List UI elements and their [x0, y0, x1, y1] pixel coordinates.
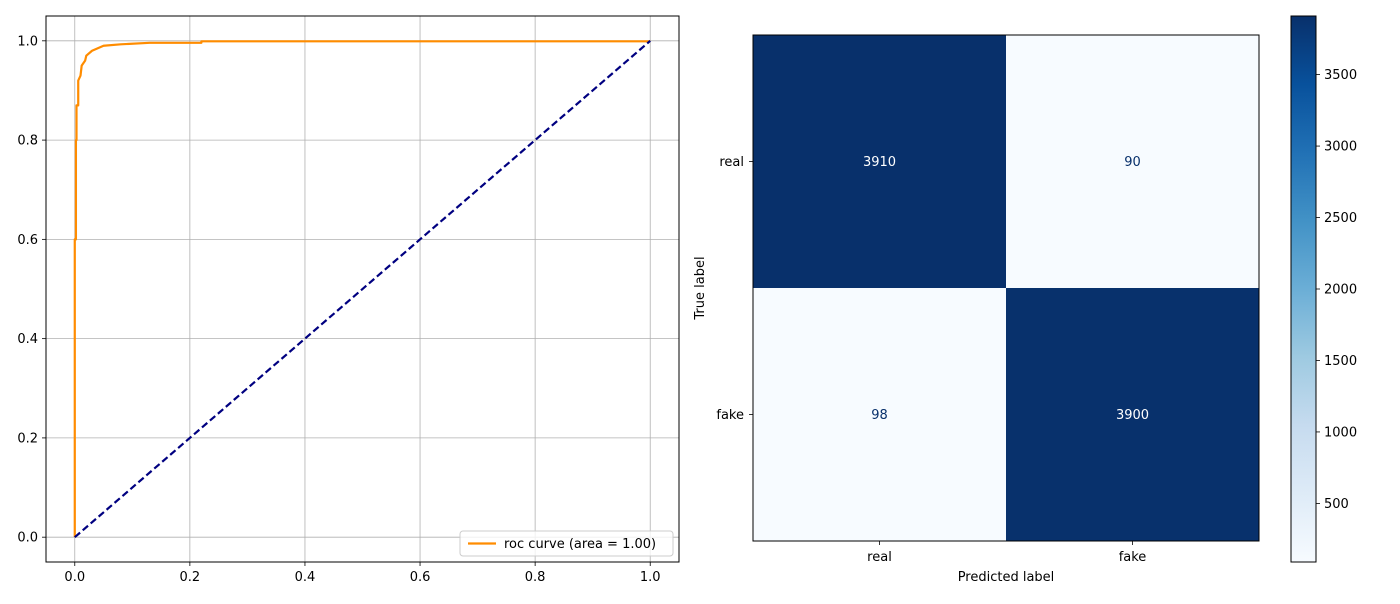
colorbar-tick-label: 2000 [1324, 283, 1357, 298]
roc-legend-box [459, 530, 674, 557]
colorbar-tick-label: 1000 [1324, 425, 1357, 440]
confusion-matrix-y-axis: real fake [716, 155, 753, 423]
confusion-matrix-cell-value: 3910 [863, 155, 896, 170]
roc-x-tick-label: 0.2 [180, 570, 201, 585]
confusion-matrix-cell [1006, 288, 1259, 541]
roc-chart: 0.0 0.2 0.4 0.6 0.8 1.0 0.0 0.2 0.4 0.6 0.8 1.0 ro… [17, 15, 680, 585]
confusion-matrix-cell-value: 90 [1124, 155, 1141, 170]
confusion-matrix-x-tick-label: real [867, 550, 892, 565]
confusion-matrix-xlabel: Predicted label [958, 570, 1055, 585]
roc-y-tick-label: 0.0 [17, 531, 38, 546]
roc-lines [73, 39, 651, 539]
colorbar-tick-label: 2500 [1324, 211, 1357, 226]
confusion-matrix-frame [752, 34, 1260, 542]
roc-x-tick-label: 0.8 [525, 570, 546, 585]
roc-x-axis: 0.0 0.2 0.4 0.6 0.8 1.0 [64, 562, 661, 585]
roc-y-tick-label: 0.6 [17, 233, 38, 248]
colorbar: 500 1000 1500 2000 2500 3000 3500 [1290, 15, 1357, 563]
colorbar-tick-label: 1500 [1324, 354, 1357, 369]
confusion-matrix-x-tick-label: fake [1119, 550, 1147, 565]
confusion-matrix-cell [753, 288, 1006, 541]
confusion-matrix-cell [753, 35, 1006, 288]
roc-curve-line [73, 40, 651, 538]
colorbar-tick-label: 3500 [1324, 68, 1357, 83]
roc-axes-frame [45, 15, 680, 563]
confusion-matrix-x-axis: real fake [867, 541, 1146, 565]
confusion-matrix-cell-value: 3900 [1116, 408, 1149, 423]
roc-x-tick-label: 1.0 [640, 570, 661, 585]
confusion-matrix-cell-value: 98 [871, 408, 888, 423]
roc-y-tick-label: 1.0 [17, 34, 38, 49]
roc-legend-label: roc curve (area = 1.00) [504, 537, 656, 552]
roc-grid [46, 16, 679, 562]
chance-diagonal-line [74, 39, 651, 539]
roc-x-tick-label: 0.6 [410, 570, 431, 585]
confusion-matrix-cells: 3910 90 98 3900 [753, 35, 1259, 541]
roc-x-tick-label: 0.4 [295, 570, 316, 585]
confusion-matrix-cell [1006, 35, 1259, 288]
colorbar-ticks: 500 1000 1500 2000 2500 3000 3500 [1316, 68, 1357, 512]
roc-y-tick-label: 0.4 [17, 332, 38, 347]
roc-legend: roc curve (area = 1.00) [459, 530, 674, 557]
confusion-matrix-y-tick-label: fake [716, 408, 744, 423]
colorbar-tick-label: 3000 [1324, 140, 1357, 155]
colorbar-gradient [1290, 15, 1317, 563]
confusion-matrix-y-tick-label: real [719, 155, 744, 170]
roc-y-tick-label: 0.8 [17, 134, 38, 149]
confusion-matrix-ylabel: True label [693, 256, 708, 320]
roc-y-axis: 0.0 0.2 0.4 0.6 0.8 1.0 [17, 34, 46, 546]
colorbar-tick-label: 500 [1324, 497, 1349, 512]
roc-x-tick-label: 0.0 [64, 570, 85, 585]
roc-y-tick-label: 0.2 [17, 431, 38, 446]
confusion-matrix: 3910 90 98 3900 real fake real fake Predicted… [693, 34, 1260, 585]
